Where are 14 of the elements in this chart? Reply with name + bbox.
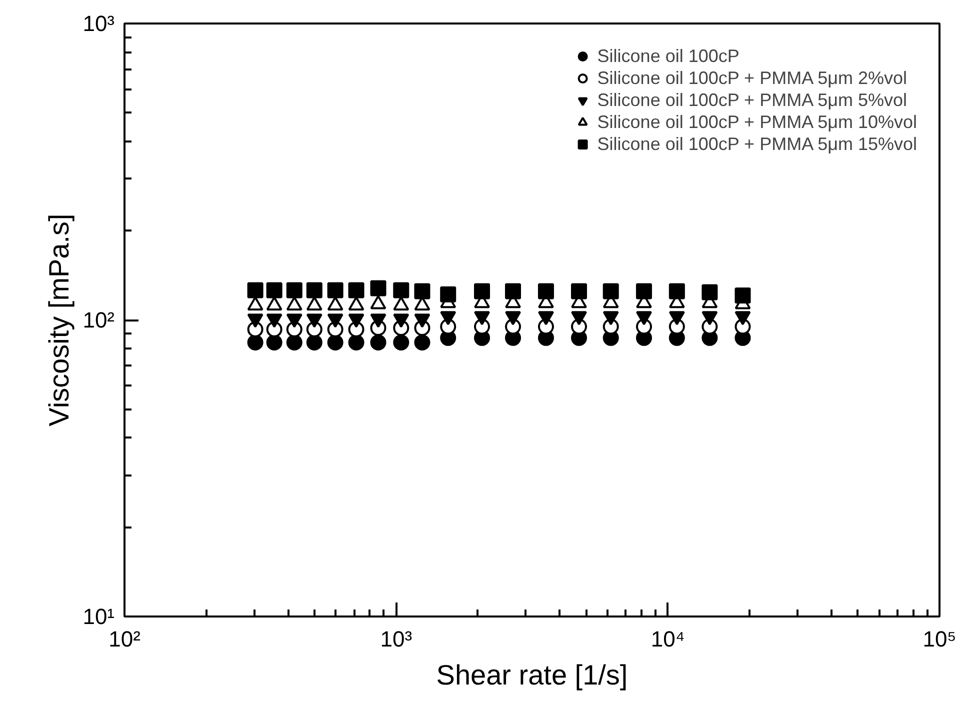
y-tick-label: 10² (82, 308, 114, 332)
legend-label: Silicone oil 100cP (597, 45, 740, 67)
x-tick-label: 10² (108, 626, 140, 652)
legend-label: Silicone oil 100cP + PMMA 5μm 15%vol (597, 133, 917, 155)
legend-label: Silicone oil 100cP + PMMA 5μm 10%vol (597, 111, 917, 133)
x-axis-title: Shear rate [1/s] (436, 660, 628, 690)
y-tick-label: 10³ (82, 11, 114, 36)
legend-label: Silicone oil 100cP + PMMA 5μm 5%vol (597, 89, 907, 111)
x-tick-label: 10³ (380, 626, 412, 652)
legend-label: Silicone oil 100cP + PMMA 5μm 2%vol (597, 67, 907, 89)
x-tick-label: 10⁵ (922, 626, 956, 652)
y-tick-label: 10¹ (82, 604, 114, 629)
x-tick-label: 10⁴ (650, 626, 685, 652)
y-axis-title: Viscosity [mPa.s] (44, 214, 75, 426)
